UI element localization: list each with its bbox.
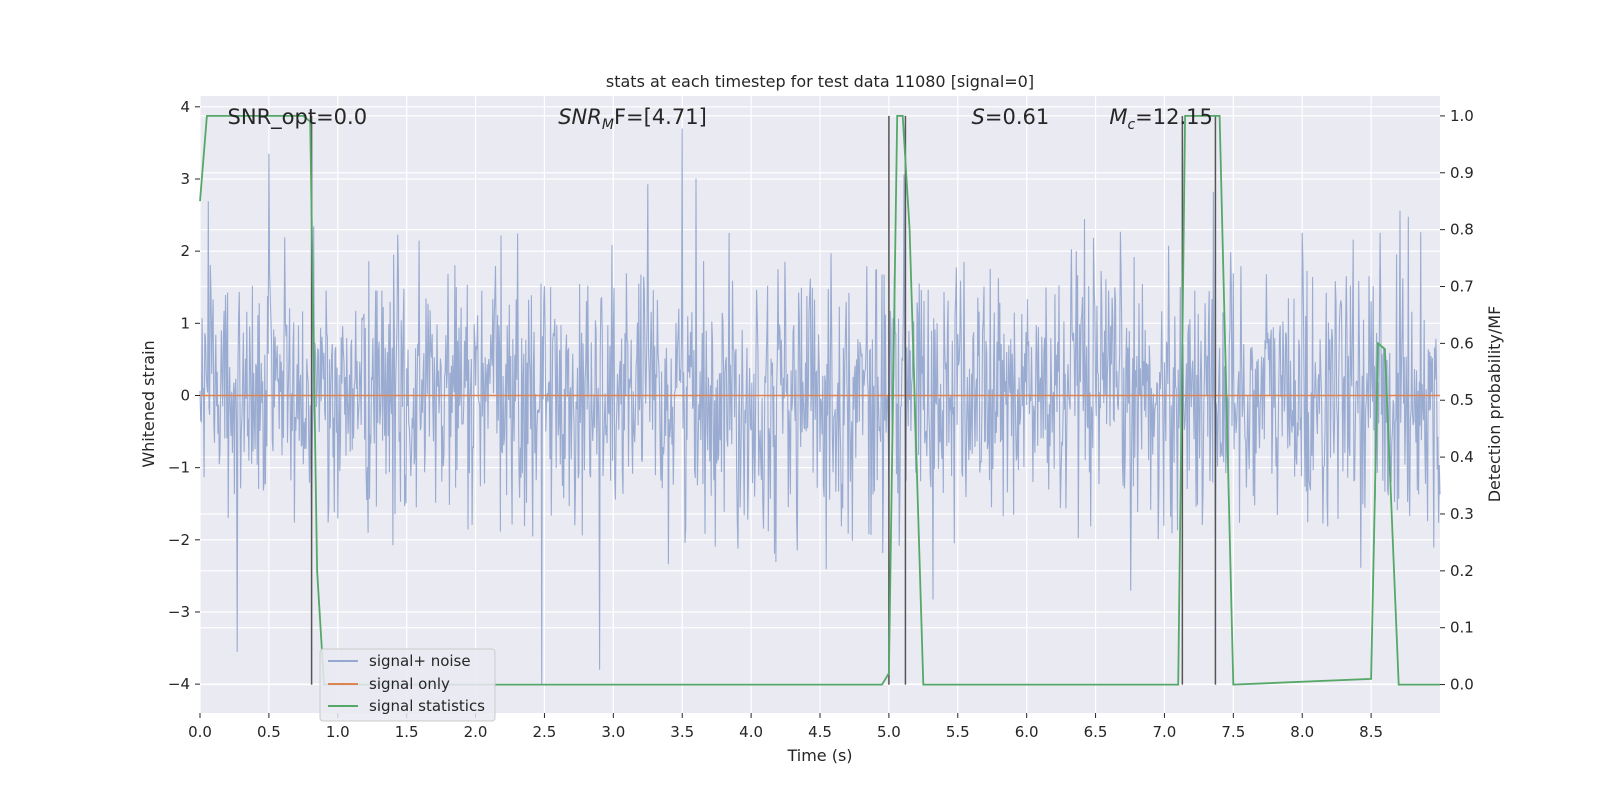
annotation-3: Mc=12.15 bbox=[1109, 105, 1213, 133]
x-tick-label: 4.0 bbox=[739, 723, 763, 741]
annotations: SNR_opt=0.0 SNRMF=[4.71] S=0.61 Mc=12.15 bbox=[228, 105, 1213, 133]
x-axis-label: Time (s) bbox=[786, 746, 852, 765]
y-left-tick-label: −1 bbox=[168, 459, 190, 477]
annotation-0: SNR_opt=0.0 bbox=[228, 105, 368, 130]
x-tick-label: 7.0 bbox=[1153, 723, 1177, 741]
x-tick-label: 5.5 bbox=[946, 723, 970, 741]
y-left-tick-label: 2 bbox=[180, 242, 190, 260]
y-right-tick-label: 0.8 bbox=[1450, 221, 1474, 239]
y-axis-label-right: Detection probability/MF bbox=[1485, 306, 1504, 503]
y-right-tick-label: 0.7 bbox=[1450, 278, 1474, 296]
y-right-tick-label: 0.5 bbox=[1450, 391, 1474, 409]
x-tick-label: 8.5 bbox=[1359, 723, 1383, 741]
statistics-line bbox=[199, 115, 1440, 686]
x-tick-label: 8.0 bbox=[1290, 723, 1314, 741]
x-tick-label: 2.0 bbox=[464, 723, 488, 741]
y-left-tick-label: −4 bbox=[168, 675, 190, 693]
legend-box bbox=[319, 648, 496, 722]
annotation-1: SNRMF=[4.71] bbox=[558, 105, 707, 133]
noise-line bbox=[199, 128, 1441, 685]
x-tick-label: 5.0 bbox=[877, 723, 901, 741]
x-tick-label: 3.5 bbox=[670, 723, 694, 741]
axes: 0.0 0.5 1.0 1.5 2.0 2.5 3.0 3.5 4.0 4.5 5.0 5.5 6.0 6… bbox=[168, 98, 1474, 741]
y-right-tick-label: 0.3 bbox=[1450, 505, 1474, 523]
annotation-2: S=0.61 bbox=[972, 105, 1050, 129]
x-tick-label: 0.0 bbox=[188, 723, 212, 741]
y-right-tick-label: 1.0 bbox=[1450, 107, 1474, 125]
y-left-tick-label: −3 bbox=[168, 603, 190, 621]
y-left-tick-label: 1 bbox=[180, 314, 190, 332]
y-right-tick-label: 0.4 bbox=[1450, 448, 1474, 466]
y-axis-label-left: Whitened strain bbox=[139, 340, 158, 467]
x-tick-label: 6.5 bbox=[1084, 723, 1108, 741]
chart-title: stats at each timestep for test data 110… bbox=[606, 72, 1034, 91]
x-tick-label: 3.0 bbox=[601, 723, 625, 741]
series-signal-noise bbox=[199, 128, 1441, 685]
y-left-tick-label: 4 bbox=[180, 98, 190, 116]
x-tick-label: 1.5 bbox=[395, 723, 419, 741]
y-left-tick-label: 3 bbox=[180, 170, 190, 188]
y-left-tick-label: 0 bbox=[180, 386, 190, 404]
legend-label-signal: signal only bbox=[369, 675, 450, 693]
x-tick-label: 0.5 bbox=[257, 723, 281, 741]
legend-label-statistics: signal statistics bbox=[369, 697, 485, 715]
y-right-tick-label: 0.6 bbox=[1450, 334, 1474, 352]
x-tick-label: 1.0 bbox=[326, 723, 350, 741]
x-tick-label: 7.5 bbox=[1221, 723, 1245, 741]
y-right-tick-label: 0.2 bbox=[1450, 562, 1474, 580]
series-signal-statistics bbox=[199, 115, 1440, 686]
x-tick-label: 6.0 bbox=[1015, 723, 1039, 741]
x-tick-label: 2.5 bbox=[533, 723, 557, 741]
y-right-tick-label: 0.9 bbox=[1450, 164, 1474, 182]
y-right-tick-label: 0.0 bbox=[1450, 676, 1474, 694]
x-tick-label: 4.5 bbox=[808, 723, 832, 741]
legend: signal+ noise signal only signal statist… bbox=[319, 648, 496, 722]
y-left-tick-label: −2 bbox=[168, 531, 190, 549]
legend-label-noise: signal+ noise bbox=[369, 652, 471, 670]
y-right-tick-label: 0.1 bbox=[1450, 619, 1474, 637]
